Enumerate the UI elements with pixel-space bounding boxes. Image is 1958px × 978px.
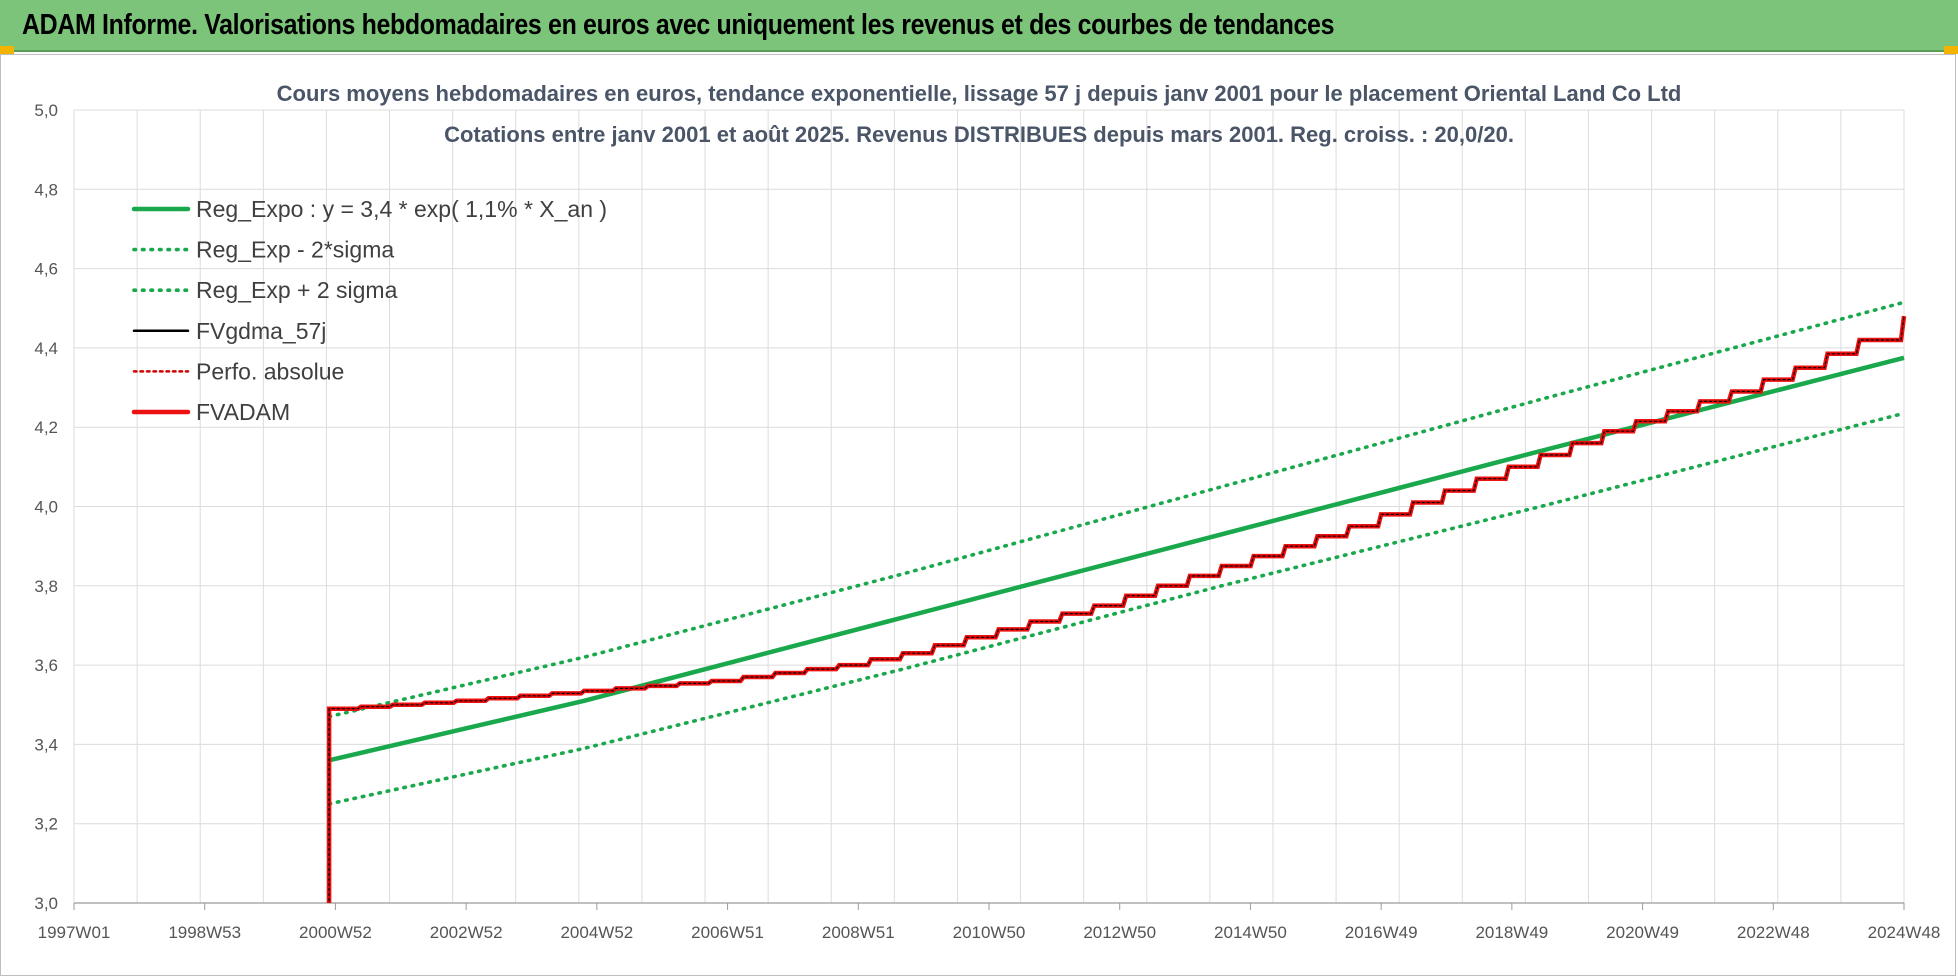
x-tick-label: 2014W50: [1214, 923, 1287, 942]
corner-marker-right: [1944, 46, 1958, 54]
x-tick-label: 1998W53: [168, 923, 241, 942]
chart-frame: [0, 54, 1956, 976]
y-tick-label: 4,8: [34, 180, 58, 199]
corner-marker-left: [0, 46, 14, 54]
y-tick-label: 4,4: [34, 339, 58, 358]
x-tick-label: 2004W52: [560, 923, 633, 942]
y-tick-label: 3,6: [34, 656, 58, 675]
page-title: ADAM Informe. Valorisations hebdomadaire…: [22, 9, 1335, 41]
legend-entry-label: FVADAM: [196, 399, 290, 425]
legend-entry-label: Reg_Exp + 2 sigma: [196, 277, 398, 303]
x-tick-label: 2022W48: [1737, 923, 1810, 942]
legend-entry-label: Reg_Expo : y = 3,4 * exp( 1,1% * X_an ): [196, 196, 607, 222]
x-tick-label: 2012W50: [1083, 923, 1156, 942]
chart-grid: [73, 109, 1905, 904]
x-tick-label: 2010W50: [953, 923, 1026, 942]
legend-entry-label: Perfo. absolue: [196, 358, 344, 384]
x-tick-label: 1997W01: [38, 923, 111, 942]
chart-subtitle: Cotations entre janv 2001 et août 2025. …: [444, 122, 1514, 147]
chart-title: Cours moyens hebdomadaires en euros, ten…: [277, 81, 1682, 106]
series-reg-exp-minus-2sigma: [327, 411, 1906, 806]
y-tick-label: 3,2: [34, 815, 58, 834]
y-tick-label: 5,0: [34, 101, 58, 120]
x-tick-label: 2008W51: [822, 923, 895, 942]
y-tick-label: 4,6: [34, 260, 58, 279]
chart-plot-area: [326, 300, 1907, 903]
x-tick-label: 2018W49: [1475, 923, 1548, 942]
series-reg-exp-plus-2sigma: [327, 300, 1906, 719]
x-tick-label: 2020W49: [1606, 923, 1679, 942]
chart-axes: 3,0 3,2 3,4 3,6 3,8 4,0 4,2 4,4 4,6 4,8 5,0 1997W01…: [34, 101, 1940, 942]
x-tick-label: 2002W52: [430, 923, 503, 942]
x-tick-label: 2006W51: [691, 923, 764, 942]
header-bar: ADAM Informe. Valorisations hebdomadaire…: [0, 0, 1958, 52]
x-tick-label: 2016W49: [1345, 923, 1418, 942]
legend-entry-label: Reg_Exp - 2*sigma: [196, 237, 394, 263]
chart-legend: Reg_Expo : y = 3,4 * exp( 1,1% * X_an ) R…: [131, 196, 607, 425]
x-tick-label: 2024W48: [1868, 923, 1941, 942]
y-tick-label: 4,0: [34, 498, 58, 517]
y-tick-label: 3,4: [34, 735, 58, 754]
series-perfo-absolue: [328, 316, 1905, 903]
y-tick-label: 3,0: [34, 894, 58, 913]
legend-entry-label: FVgdma_57j: [196, 318, 326, 344]
x-tick-label: 2000W52: [299, 923, 372, 942]
y-tick-label: 4,2: [34, 418, 58, 437]
y-tick-label: 3,8: [34, 577, 58, 596]
